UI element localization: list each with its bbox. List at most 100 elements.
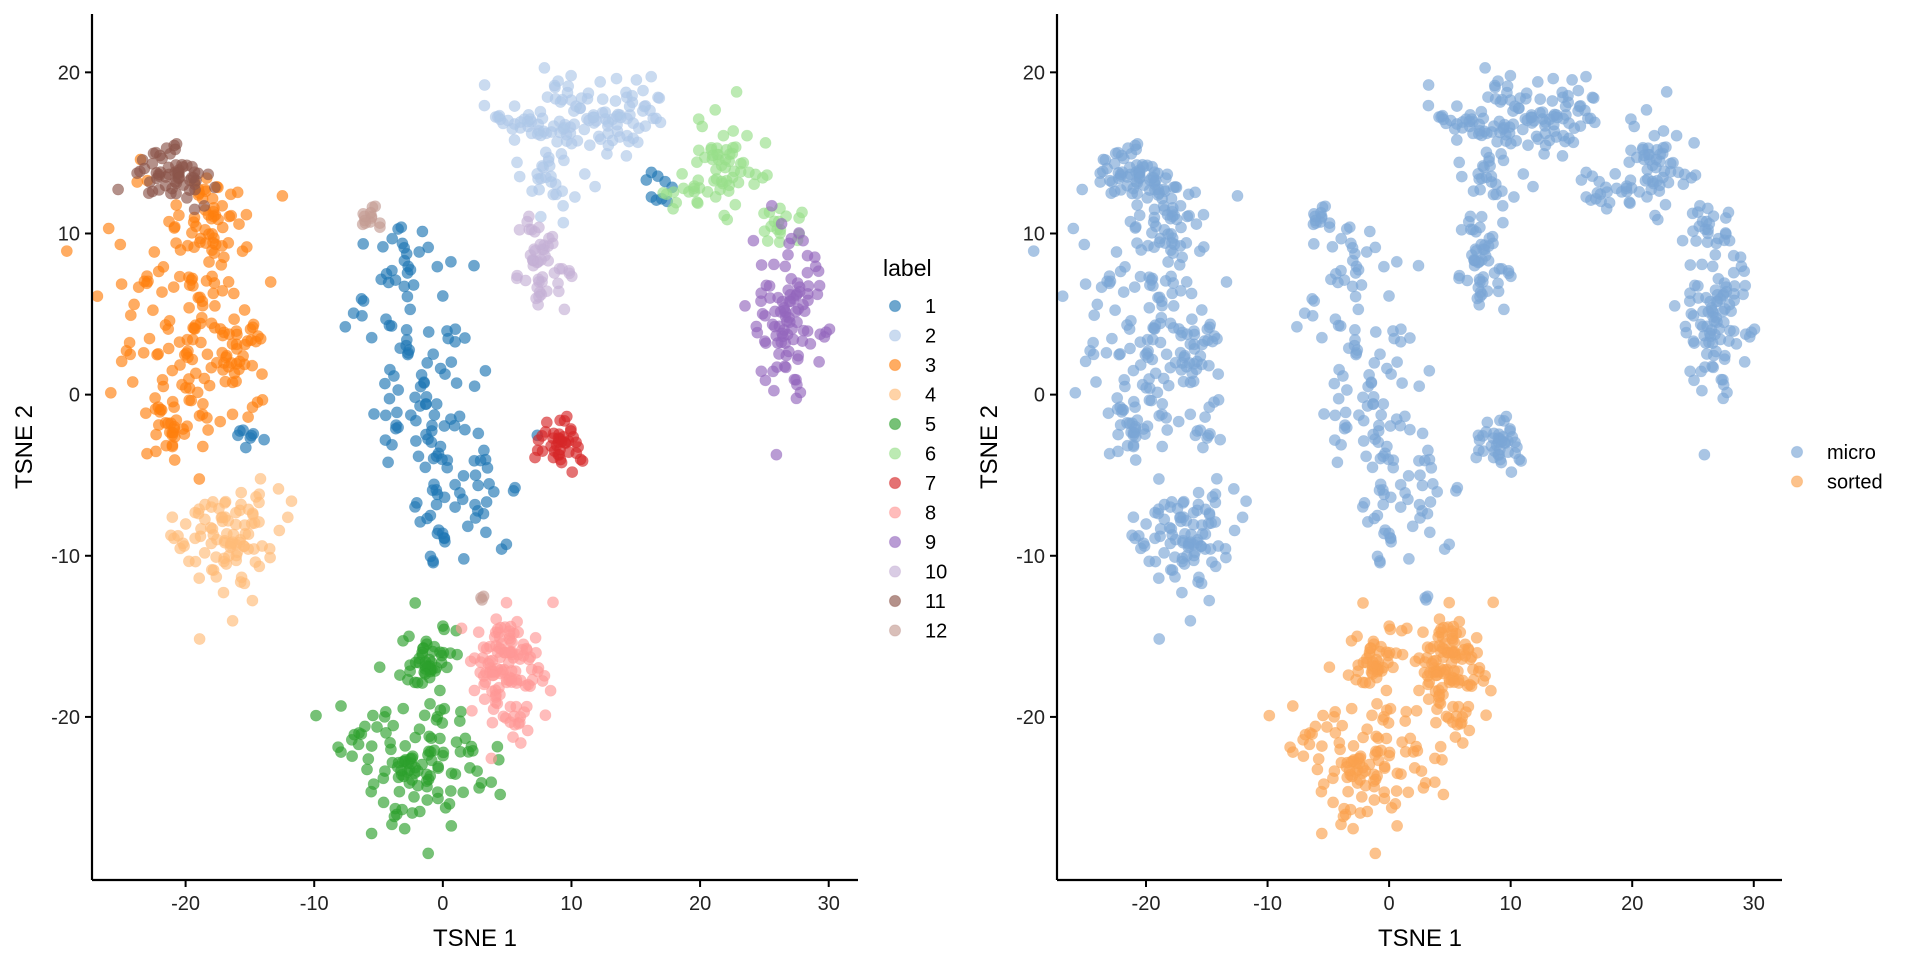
scatter-point (761, 235, 774, 247)
scatter-point (124, 348, 137, 361)
scatter-point (205, 563, 218, 576)
scatter-point (494, 113, 507, 126)
scatter-point (1121, 319, 1133, 331)
scatter-point (1332, 392, 1345, 405)
scatter-point (1143, 301, 1156, 314)
scatter-point (208, 181, 221, 194)
scatter-point (1516, 123, 1529, 136)
scatter-point (365, 740, 378, 752)
scatter-point (1705, 301, 1718, 314)
scatter-point (1453, 156, 1466, 169)
scatter-point (533, 221, 545, 234)
scatter-point (620, 86, 632, 99)
scatter-point (1164, 537, 1177, 550)
scatter-point (1184, 408, 1197, 421)
scatter-point (1703, 327, 1716, 340)
scatter-point (1505, 466, 1518, 478)
legend-key (888, 329, 902, 342)
scatter-point (1447, 700, 1459, 713)
scatter-point (1572, 84, 1585, 97)
scatter-point (796, 335, 809, 347)
legend-label: 6 (925, 444, 936, 466)
scatter-point (1374, 452, 1387, 465)
scatter-point (1156, 408, 1168, 421)
scatter-point (653, 92, 666, 104)
scatter-point (1212, 368, 1225, 380)
y-tick-label: 0 (69, 385, 80, 407)
scatter-point (1157, 372, 1170, 385)
scatter-point (1451, 100, 1463, 112)
scatter-point (1722, 206, 1735, 219)
scatter-point (1127, 395, 1140, 408)
scatter-point (226, 408, 239, 421)
scatter-point (773, 348, 785, 360)
scatter-point (1374, 348, 1386, 361)
scatter-point (1504, 137, 1517, 150)
scatter-point (576, 455, 589, 467)
scatter-point (563, 267, 576, 280)
scatter-point (242, 528, 255, 541)
scatter-point (449, 478, 461, 491)
scatter-point (1640, 104, 1653, 116)
scatter-point (395, 764, 407, 777)
scatter-point (1284, 741, 1296, 754)
scatter-point (1197, 441, 1209, 454)
scatter-point (1167, 181, 1180, 194)
scatter-point (1723, 335, 1735, 347)
scatter-point (1532, 133, 1545, 146)
scatter-point (1696, 384, 1708, 397)
scatter-point (1495, 456, 1508, 469)
scatter-point (1420, 594, 1432, 606)
scatter-point (162, 342, 175, 355)
scatter-point (727, 125, 740, 137)
scatter-point (1355, 791, 1368, 803)
scatter-point (588, 111, 600, 124)
scatter-point (1452, 665, 1464, 678)
scatter-point (157, 380, 170, 393)
scatter-point (1712, 232, 1725, 245)
scatter-point (1514, 92, 1526, 104)
scatter-point (1163, 521, 1176, 534)
scatter-point (511, 156, 523, 169)
scatter-point (747, 234, 760, 247)
scatter-point (1497, 121, 1510, 134)
scatter-point (472, 479, 484, 492)
scatter-point (768, 384, 780, 397)
scatter-point (166, 395, 179, 408)
scatter-point (226, 614, 239, 627)
scatter-point (409, 597, 422, 609)
scatter-point (1685, 307, 1698, 320)
scatter-point (189, 506, 202, 519)
scatter-point (1459, 650, 1471, 662)
scatter-point (252, 330, 264, 342)
scatter-point (104, 386, 117, 399)
scatter-point (1400, 705, 1413, 718)
scatter-point (480, 496, 493, 508)
scatter-point (486, 669, 499, 682)
scatter-point (1380, 684, 1393, 697)
scatter-point (444, 647, 457, 659)
scatter-point (210, 356, 223, 369)
scatter-point (1396, 736, 1408, 748)
scatter-point (801, 266, 814, 279)
scatter-point (1366, 461, 1379, 474)
scatter-point (1430, 716, 1442, 729)
scatter-point (256, 368, 268, 380)
scatter-point (797, 234, 809, 247)
scatter-point (776, 327, 789, 340)
scatter-point (1698, 448, 1711, 461)
legend-entry-5: 5 (888, 414, 936, 436)
scatter-point (1719, 303, 1731, 315)
scatter-point (1737, 288, 1749, 301)
scatter-point (1359, 765, 1372, 777)
scatter-point (1203, 401, 1216, 414)
scatter-point (442, 332, 455, 345)
left-y-ticks: -20 -10 0 10 20 (51, 62, 92, 729)
scatter-point (1390, 647, 1402, 659)
scatter-point (1188, 338, 1200, 351)
scatter-point (196, 397, 209, 410)
